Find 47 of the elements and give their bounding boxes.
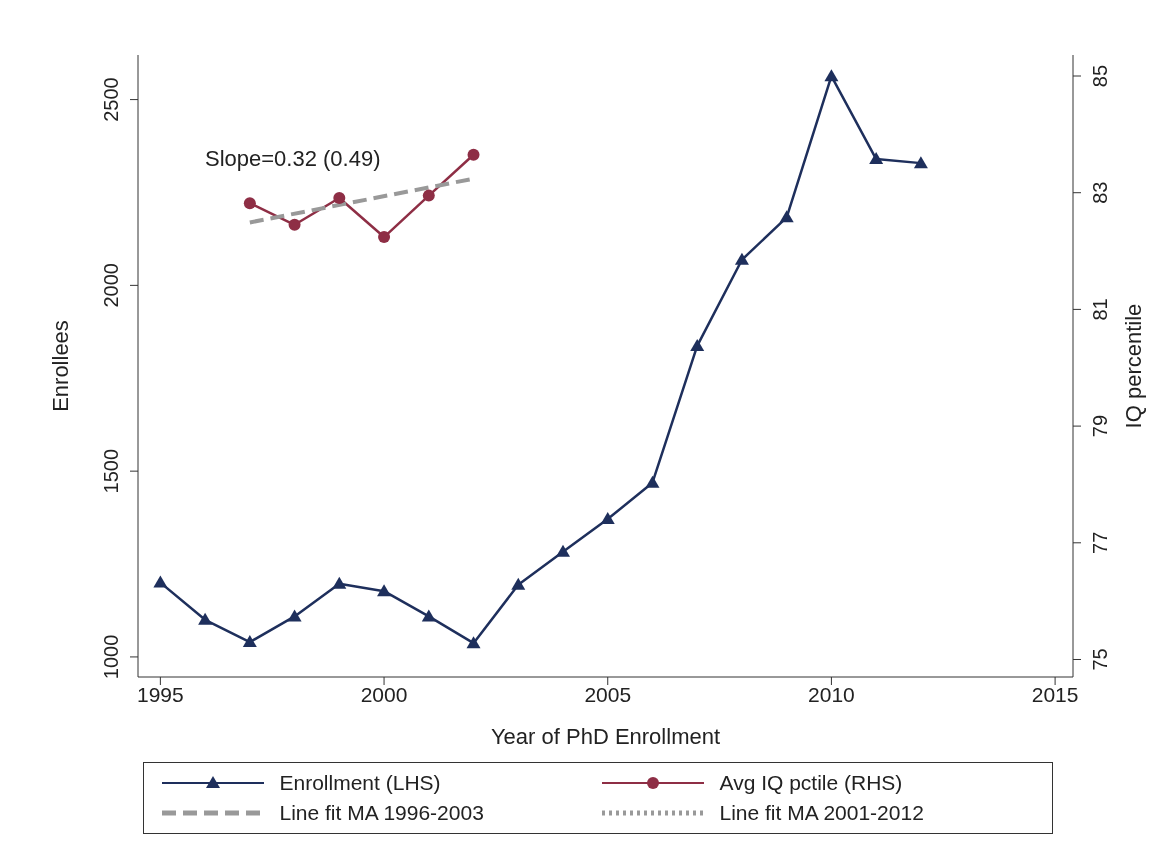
y2-axis-title: IQ percentile bbox=[1120, 303, 1146, 429]
x-tick-label: 2005 bbox=[584, 682, 632, 706]
x-tick-label: 2000 bbox=[360, 682, 408, 706]
point bbox=[421, 609, 436, 622]
x-tick-label: 2010 bbox=[808, 682, 855, 706]
point bbox=[243, 197, 256, 210]
y2-tick-label: 75 bbox=[1089, 648, 1112, 671]
point bbox=[377, 584, 392, 597]
annotation: Slope=0.32 (0.49) bbox=[205, 146, 381, 172]
point bbox=[467, 148, 480, 161]
point bbox=[466, 636, 481, 649]
point bbox=[511, 577, 526, 590]
point bbox=[198, 612, 213, 625]
y2-tick-label: 81 bbox=[1089, 298, 1112, 321]
point bbox=[824, 69, 839, 82]
y2-tick-label: 85 bbox=[1089, 64, 1112, 88]
x-tick-label: 1995 bbox=[137, 682, 184, 706]
x-tick-label: 2015 bbox=[1031, 682, 1079, 706]
point bbox=[645, 475, 660, 488]
y-tick-label: 1500 bbox=[100, 448, 122, 494]
point bbox=[690, 338, 705, 351]
point bbox=[153, 575, 168, 588]
point bbox=[734, 252, 749, 265]
point bbox=[287, 609, 302, 622]
point bbox=[288, 218, 301, 231]
point bbox=[869, 152, 884, 165]
legend-label: Line fit MA 1996-2003 bbox=[279, 801, 484, 825]
y-tick-label: 2500 bbox=[100, 77, 122, 122]
y2-tick-label: 77 bbox=[1089, 531, 1112, 554]
point bbox=[378, 231, 391, 244]
point bbox=[779, 210, 794, 223]
point bbox=[422, 189, 435, 202]
legend-label: Enrollment (LHS) bbox=[279, 771, 441, 795]
point bbox=[556, 544, 570, 557]
y2-tick-label: 79 bbox=[1089, 414, 1112, 438]
x-axis-title: Year of PhD Enrollment bbox=[490, 724, 721, 749]
legend-label: Line fit MA 2001-2012 bbox=[719, 801, 924, 825]
y-tick-label: 1000 bbox=[100, 634, 122, 680]
y-tick-label: 2000 bbox=[100, 263, 122, 308]
point bbox=[913, 156, 928, 169]
legend-label: Avg IQ pctile (RHS) bbox=[719, 771, 903, 795]
point bbox=[242, 635, 257, 648]
point bbox=[333, 191, 346, 204]
y2-tick-label: 83 bbox=[1089, 181, 1112, 204]
y-axis-title: Enrollees bbox=[47, 320, 73, 412]
point bbox=[600, 512, 615, 525]
point bbox=[332, 576, 347, 589]
